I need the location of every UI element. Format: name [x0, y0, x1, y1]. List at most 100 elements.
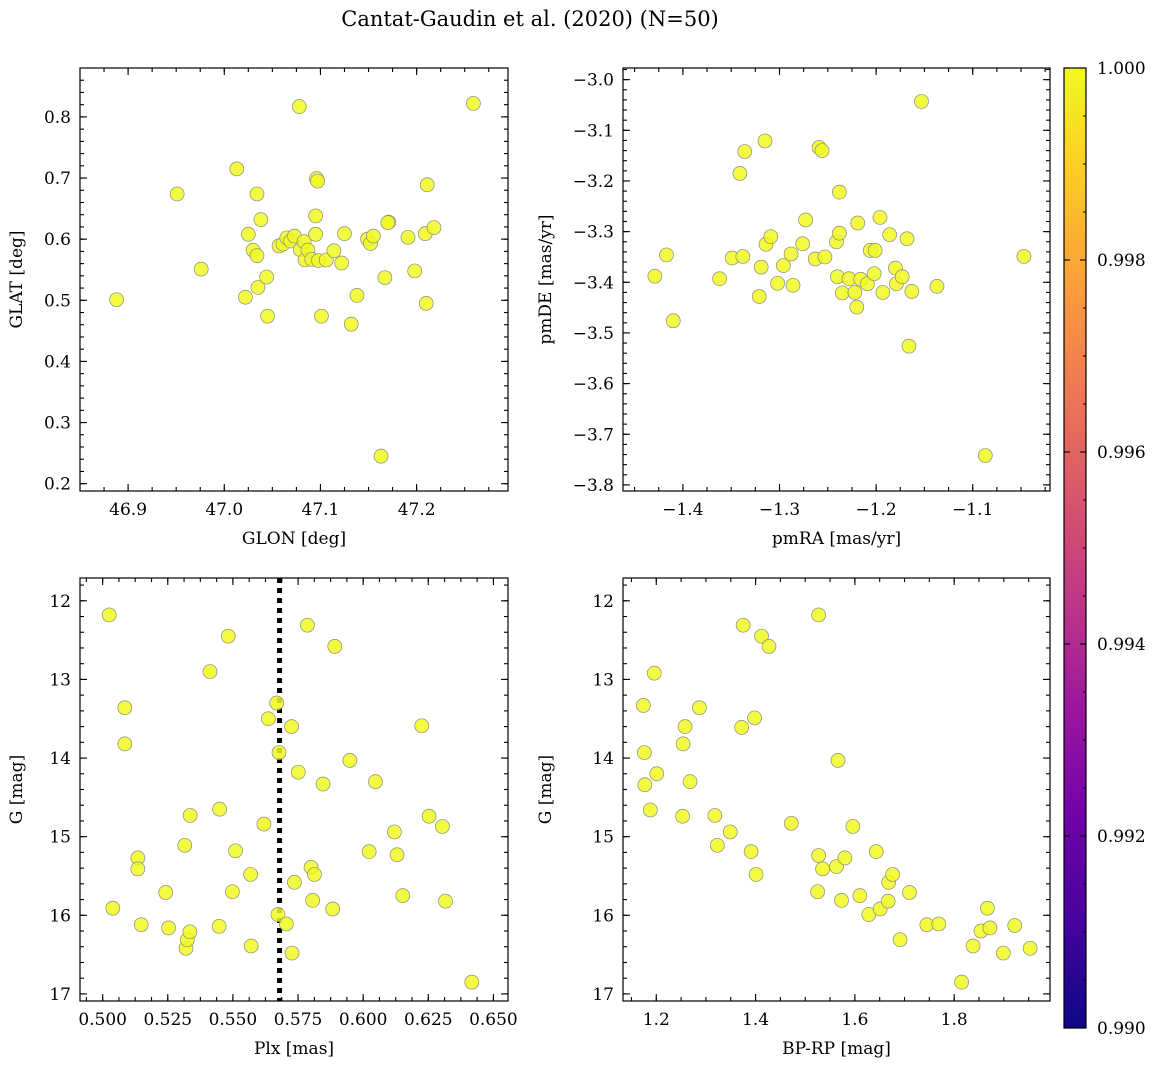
data-point: [256, 816, 272, 832]
data-point: [894, 269, 910, 285]
data-point: [253, 212, 269, 227]
data-point: [419, 177, 435, 193]
panel-plx-g: 0.500 0.525 0.550 0.575 0.600 0.625 0.650 12 13 1…: [7, 577, 518, 1059]
data-point: [811, 607, 826, 623]
y-axis-label: G [mag]: [7, 755, 27, 824]
y-tick-label: 17: [49, 985, 71, 1005]
data-point: [365, 228, 381, 244]
data-point: [735, 249, 751, 264]
data-point: [250, 280, 266, 295]
colorbar-gradient: [1063, 67, 1087, 1029]
data-point: [105, 900, 121, 916]
data-point: [130, 861, 146, 877]
data-point: [675, 808, 690, 824]
data-point: [343, 316, 359, 332]
data-point: [284, 719, 299, 734]
data-point: [872, 210, 888, 225]
data-point: [647, 268, 663, 284]
data-point: [882, 227, 897, 243]
data-point: [885, 867, 900, 882]
data-point: [308, 208, 323, 224]
data-point: [305, 893, 320, 908]
x-tick-label: 1.4: [742, 1010, 769, 1030]
data-point: [849, 299, 865, 315]
data-point: [734, 720, 750, 735]
data-point: [636, 745, 652, 760]
data-point: [735, 617, 751, 633]
data-point: [709, 837, 725, 853]
data-point: [834, 285, 850, 301]
data-point: [845, 819, 861, 834]
panel-glon-glat: 46.9 47.0 47.1 47.2 0.2 0.3 0.4 0.5 0.6 0.7 0.8 GLO…: [7, 67, 509, 549]
data-point: [914, 94, 929, 109]
data-point: [712, 271, 727, 287]
panel-bprp-g: 1.2 1.4 1.6 1.8 12 13 14 15 16 17 BP-RP [mag] G [ma…: [536, 577, 1051, 1059]
data-point: [315, 776, 331, 792]
data-point: [751, 289, 767, 304]
x-tick-label: 0.650: [469, 1010, 518, 1030]
data-point: [117, 736, 133, 752]
x-tick-label: 0.550: [209, 1010, 258, 1030]
data-point: [361, 844, 377, 859]
data-point: [852, 888, 868, 903]
y-tick-label: −3.6: [573, 375, 614, 395]
data-point: [761, 639, 777, 654]
y-tick-label: 12: [592, 592, 614, 612]
data-point: [798, 212, 813, 228]
data-point: [325, 901, 341, 917]
data-point: [342, 753, 358, 768]
data-point: [310, 173, 325, 189]
data-point: [307, 867, 322, 882]
data-point: [837, 850, 853, 866]
y-tick-label: 15: [592, 828, 614, 848]
colorbar-tick-label: 0.998: [1097, 251, 1146, 271]
data-point: [249, 186, 265, 202]
data-point: [904, 284, 920, 299]
data-point: [830, 753, 846, 768]
data-point: [880, 893, 896, 909]
data-point: [692, 700, 707, 716]
data-point: [795, 236, 811, 252]
y-tick-label: 0.4: [44, 352, 71, 372]
data-point: [182, 808, 198, 823]
y-tick-label: −3.0: [573, 71, 614, 91]
data-point: [649, 766, 665, 782]
data-point: [737, 144, 753, 159]
x-axis-label: BP-RP [mag]: [782, 1039, 891, 1059]
y-tick-label: −3.5: [573, 324, 614, 344]
data-point: [707, 808, 723, 823]
panel-pmra-pmde: −1.4 −1.3 −1.2 −1.1 −3.8 −3.7 −3.6 −3.5 −3.4 −3.3…: [536, 67, 1051, 549]
y-tick-label: 0.3: [44, 414, 71, 434]
data-point: [875, 285, 891, 300]
data-point: [438, 893, 453, 909]
data-point: [892, 932, 908, 948]
data-point: [832, 225, 847, 241]
x-tick-label: 47.0: [205, 500, 243, 520]
data-point: [785, 277, 801, 293]
data-point: [732, 166, 748, 181]
data-point: [133, 917, 149, 933]
data-point: [380, 215, 396, 231]
data-point: [327, 639, 343, 654]
x-tick-label: 0.600: [339, 1010, 388, 1030]
y-axis-label: pmDE [mas/yr]: [536, 214, 556, 344]
data-point: [832, 184, 847, 200]
colorbar-tick-label: 0.994: [1097, 635, 1146, 655]
y-tick-label: 0.2: [44, 475, 71, 495]
data-point: [271, 745, 287, 760]
data-point: [395, 888, 411, 903]
x-tick-label: 0.500: [78, 1010, 127, 1030]
data-point: [260, 308, 275, 324]
y-tick-label: 12: [49, 592, 71, 612]
x-tick-label: −1.1: [952, 500, 993, 520]
data-point: [770, 275, 785, 291]
colorbar: 0.990 0.992 0.994 0.996 0.998 1.000: [1063, 59, 1146, 1039]
data-point: [407, 263, 423, 279]
data-point: [748, 867, 764, 882]
data-point: [902, 885, 917, 900]
data-point: [776, 258, 791, 273]
data-point: [722, 824, 738, 840]
data-point: [349, 288, 365, 303]
data-point: [284, 945, 300, 961]
